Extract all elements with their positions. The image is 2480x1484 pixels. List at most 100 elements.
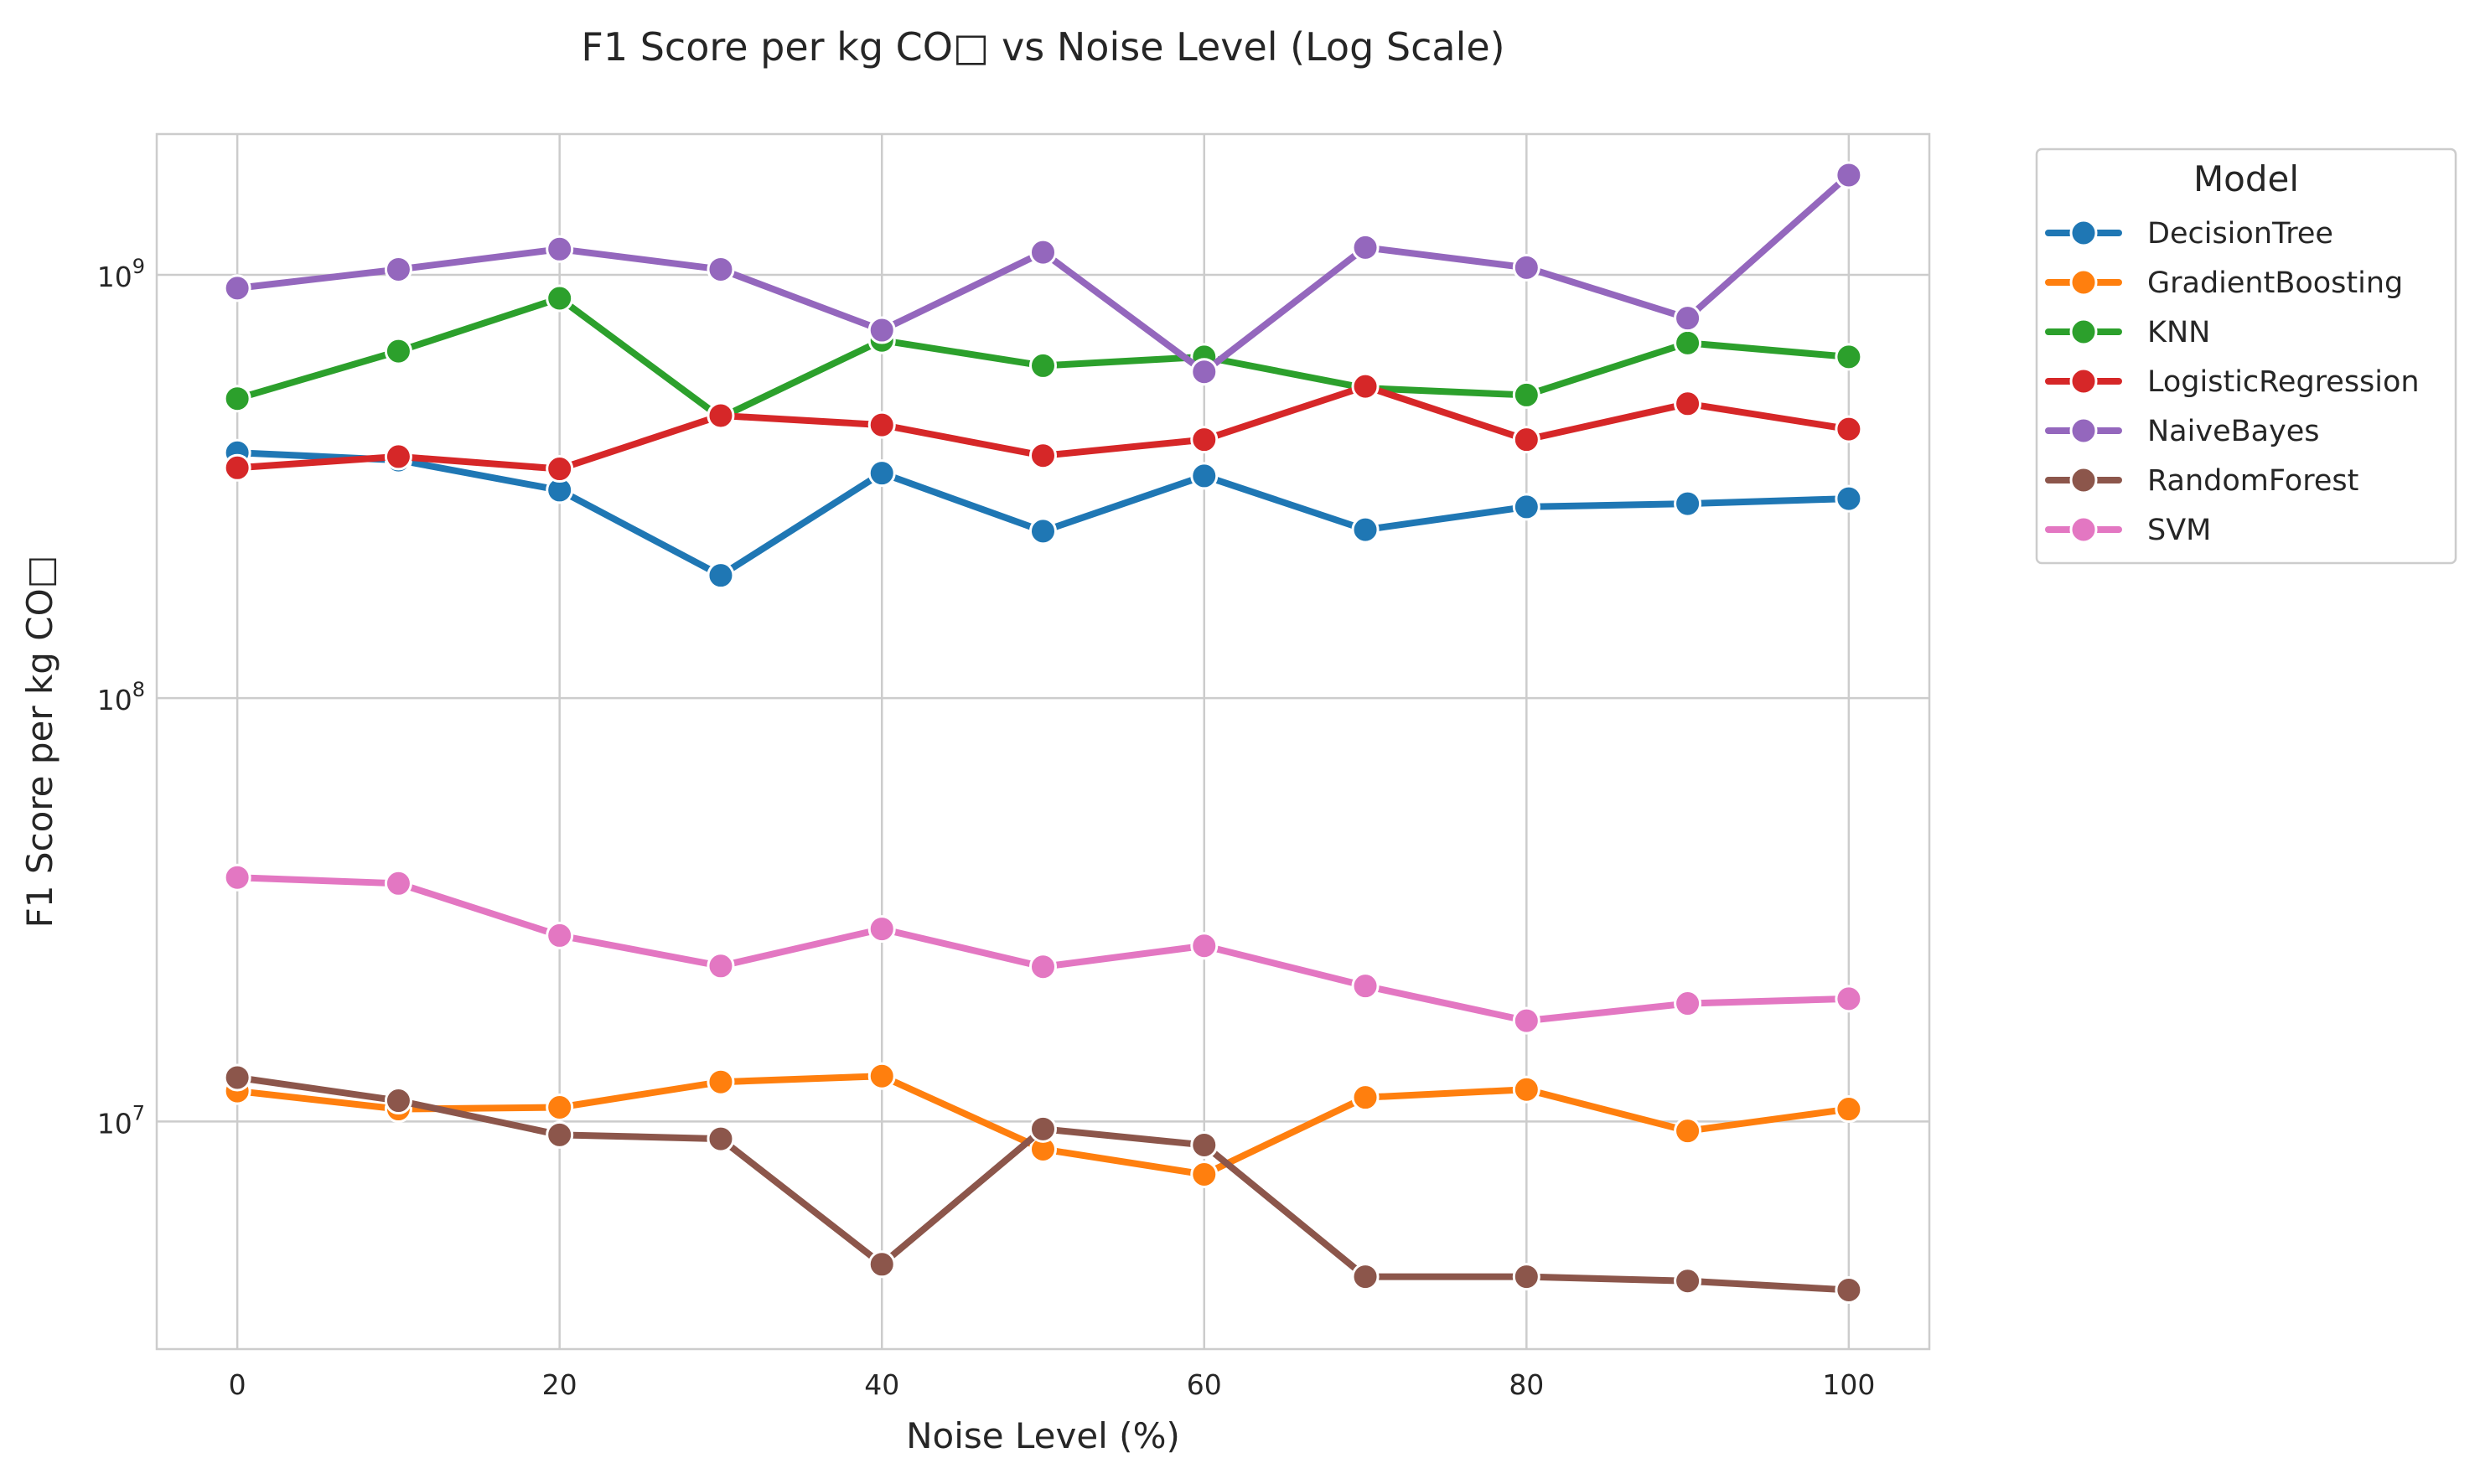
data-point bbox=[867, 1062, 896, 1090]
data-point bbox=[1190, 1130, 1219, 1159]
data-point bbox=[1835, 1095, 1863, 1124]
data-point bbox=[384, 1087, 412, 1115]
data-point bbox=[1029, 238, 1057, 266]
data-point bbox=[1351, 372, 1380, 401]
data-point bbox=[1029, 1114, 1057, 1143]
data-point bbox=[1835, 161, 1863, 189]
plot-frame bbox=[155, 132, 1931, 1351]
legend: Model DecisionTree GradientBoosting KNN Log… bbox=[2035, 147, 2457, 565]
data-point bbox=[546, 1120, 574, 1149]
data-point bbox=[384, 255, 412, 283]
legend-title: Model bbox=[2193, 158, 2299, 199]
legend-label: GradientBoosting bbox=[2147, 266, 2403, 300]
data-point bbox=[1512, 253, 1540, 282]
series-layer bbox=[223, 161, 1863, 1304]
data-point bbox=[223, 1063, 251, 1092]
grid bbox=[157, 134, 1929, 1349]
data-point bbox=[546, 1094, 574, 1122]
x-tick-label: 20 bbox=[542, 1368, 577, 1401]
data-point bbox=[867, 459, 896, 488]
legend-label: LogisticRegression bbox=[2147, 365, 2420, 399]
data-point bbox=[867, 316, 896, 344]
legend-item: SVM bbox=[2045, 514, 2211, 547]
series-KNN bbox=[223, 284, 1863, 432]
data-point bbox=[1029, 517, 1057, 546]
chart-title: F1 Score per kg CO□ vs Noise Level (Log … bbox=[581, 24, 1504, 70]
data-point bbox=[546, 455, 574, 483]
legend-item: KNN bbox=[2045, 316, 2210, 349]
data-point bbox=[546, 284, 574, 313]
axes: 0 20 40 60 80 100 107 108 109 bbox=[97, 255, 1876, 1401]
data-point bbox=[1674, 489, 1702, 518]
legend-label: DecisionTree bbox=[2147, 217, 2333, 251]
data-point bbox=[1674, 1117, 1702, 1145]
data-point bbox=[1351, 515, 1380, 544]
series-RandomForest bbox=[223, 1063, 1863, 1304]
data-point bbox=[867, 915, 896, 944]
data-point bbox=[1190, 1161, 1219, 1189]
series-SVM bbox=[223, 863, 1863, 1035]
data-point bbox=[384, 337, 412, 365]
data-point bbox=[384, 869, 412, 897]
data-point bbox=[1351, 1083, 1380, 1112]
data-point bbox=[546, 235, 574, 263]
data-point bbox=[1512, 493, 1540, 521]
data-point bbox=[707, 401, 735, 430]
x-tick-label: 60 bbox=[1187, 1368, 1222, 1401]
legend-swatch-marker bbox=[2069, 219, 2098, 247]
y-tick-label: 107 bbox=[97, 1101, 145, 1140]
data-point bbox=[1835, 415, 1863, 443]
x-tick-label: 80 bbox=[1509, 1368, 1544, 1401]
data-point bbox=[1351, 972, 1380, 1001]
legend-label: KNN bbox=[2147, 316, 2210, 349]
data-point bbox=[707, 1125, 735, 1153]
legend-items: DecisionTree GradientBoosting KNN LogisticR… bbox=[2045, 217, 2420, 547]
data-point bbox=[223, 385, 251, 413]
y-axis-label: F1 Score per kg CO□ bbox=[19, 556, 60, 928]
legend-box bbox=[2035, 147, 2457, 565]
data-point bbox=[867, 411, 896, 439]
legend-item: LogisticRegression bbox=[2045, 365, 2420, 399]
data-point bbox=[384, 442, 412, 471]
data-point bbox=[1835, 484, 1863, 513]
data-point bbox=[1029, 953, 1057, 981]
legend-label: RandomForest bbox=[2147, 464, 2358, 498]
data-point bbox=[1190, 358, 1219, 386]
data-point bbox=[1835, 985, 1863, 1013]
data-point bbox=[1835, 1275, 1863, 1304]
data-point bbox=[1029, 442, 1057, 470]
data-point bbox=[1512, 1263, 1540, 1291]
data-point bbox=[1512, 380, 1540, 409]
legend-swatch-marker bbox=[2069, 318, 2098, 346]
data-point bbox=[1512, 1075, 1540, 1104]
data-point bbox=[223, 453, 251, 482]
data-point bbox=[1674, 390, 1702, 418]
legend-item: GradientBoosting bbox=[2045, 266, 2403, 300]
x-tick-label: 0 bbox=[229, 1368, 246, 1401]
data-point bbox=[1351, 233, 1380, 261]
data-point bbox=[1674, 990, 1702, 1018]
legend-item: NaiveBayes bbox=[2045, 415, 2320, 448]
legend-swatch-marker bbox=[2069, 466, 2098, 494]
y-tick-label: 109 bbox=[97, 255, 145, 293]
x-tick-label: 100 bbox=[1822, 1368, 1875, 1401]
data-point bbox=[223, 863, 251, 892]
data-point bbox=[1190, 426, 1219, 454]
data-point bbox=[223, 274, 251, 302]
legend-label: SVM bbox=[2147, 514, 2211, 547]
data-point bbox=[707, 1068, 735, 1096]
data-point bbox=[546, 921, 574, 949]
data-point bbox=[1190, 462, 1219, 490]
legend-label: NaiveBayes bbox=[2147, 415, 2320, 448]
data-point bbox=[1674, 1267, 1702, 1295]
legend-swatch-marker bbox=[2069, 367, 2098, 396]
data-point bbox=[1512, 1006, 1540, 1035]
legend-swatch-marker bbox=[2069, 268, 2098, 297]
data-point bbox=[1512, 426, 1540, 454]
legend-swatch-marker bbox=[2069, 416, 2098, 445]
series-line bbox=[234, 874, 1852, 1025]
data-point bbox=[1351, 1263, 1380, 1291]
series-NaiveBayes bbox=[223, 161, 1863, 386]
data-point bbox=[1029, 351, 1057, 380]
x-tick-label: 40 bbox=[864, 1368, 899, 1401]
